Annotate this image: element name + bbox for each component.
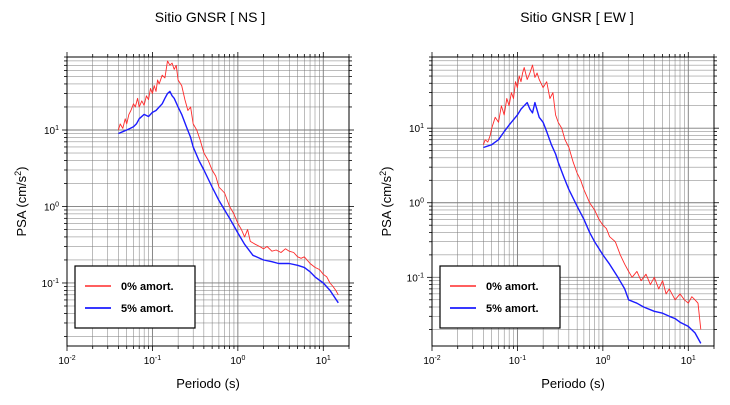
tick-exponent: -1: [53, 278, 59, 285]
tick-exponent: 0: [420, 198, 424, 205]
legend-label-0pct: 0% amort.: [121, 281, 174, 293]
legend: 0% amort. 5% amort.: [74, 265, 196, 329]
tick-base: 10: [595, 356, 607, 367]
chart-title: Sitio GNSR [ EW ]: [520, 9, 634, 25]
tick-exponent: 0: [241, 355, 245, 362]
x-tick-label: 10-2: [58, 355, 75, 367]
tick-base: 10: [44, 126, 56, 137]
tick-base: 10: [409, 124, 421, 135]
y-tick-label: 100: [409, 198, 424, 210]
legend-box: [74, 265, 196, 329]
x-tick-label: 100: [230, 355, 245, 367]
x-axis-label: Periodo (s): [541, 376, 605, 391]
y-tick-label: 100: [44, 201, 59, 213]
tick-exponent: 1: [327, 355, 331, 362]
legend-box: [439, 265, 561, 329]
y-tick-label: 101: [409, 123, 424, 135]
tick-exponent: 1: [692, 355, 696, 362]
x-tick-label: 100: [595, 355, 610, 367]
y-axis-label: PSA (cm/s2): [378, 166, 394, 236]
tick-exponent: -1: [155, 355, 161, 362]
tick-base: 10: [58, 356, 70, 367]
tick-base: 10: [509, 356, 521, 367]
x-tick-label: 101: [316, 355, 331, 367]
tick-base: 10: [681, 356, 693, 367]
tick-exponent: 1: [55, 125, 59, 132]
ylabel-base: PSA (cm/s: [379, 175, 394, 236]
tick-base: 10: [42, 279, 54, 290]
tick-exponent: -1: [418, 272, 424, 279]
x-tick-label: 10-1: [509, 355, 526, 367]
legend-label-5pct: 5% amort.: [121, 303, 174, 315]
x-tick-label: 10-2: [423, 355, 440, 367]
tick-base: 10: [230, 356, 242, 367]
ylabel-close: ): [379, 166, 394, 170]
series-line-0pct: [117, 60, 339, 296]
ylabel-superscript: 2: [378, 171, 388, 176]
plot-frame: [431, 56, 715, 347]
tick-exponent: -2: [434, 355, 440, 362]
x-tick-label: 101: [681, 355, 696, 367]
tick-exponent: 1: [420, 123, 424, 130]
ylabel-base: PSA (cm/s: [14, 175, 29, 236]
tick-base: 10: [407, 273, 419, 284]
tick-base: 10: [44, 202, 56, 213]
ylabel-superscript: 2: [13, 171, 23, 176]
tick-exponent: -2: [69, 355, 75, 362]
y-tick-label: 10-1: [407, 272, 424, 284]
tick-exponent: -1: [520, 355, 526, 362]
series-line-0pct: [482, 64, 702, 330]
tick-base: 10: [423, 356, 435, 367]
legend-label-5pct: 5% amort.: [486, 303, 539, 315]
tick-base: 10: [316, 356, 328, 367]
legend-label-0pct: 0% amort.: [486, 281, 539, 293]
tick-exponent: 0: [606, 355, 610, 362]
tick-base: 10: [409, 199, 421, 210]
grid-lines: [66, 56, 350, 346]
plot-frame: [66, 56, 350, 347]
ylabel-close: ): [14, 166, 29, 170]
y-tick-label: 10-1: [42, 278, 59, 290]
chart-panel-ns: Sitio GNSR [ NS ]10-2 10-1 100 10110-110010…: [13, 9, 354, 391]
x-axis-label: Periodo (s): [176, 376, 240, 391]
chart-title: Sitio GNSR [ NS ]: [155, 9, 265, 25]
grid-lines: [431, 56, 715, 346]
legend: 0% amort. 5% amort.: [439, 265, 561, 329]
series-line-5pct: [118, 90, 339, 304]
tick-base: 10: [144, 356, 156, 367]
series-line-5pct: [483, 101, 702, 344]
y-tick-label: 101: [44, 125, 59, 137]
y-axis-label: PSA (cm/s2): [13, 166, 29, 236]
x-tick-label: 10-1: [144, 355, 161, 367]
chart-panel-ew: Sitio GNSR [ EW ]10-2 10-1 100 10110-110010…: [378, 9, 719, 391]
tick-exponent: 0: [55, 201, 59, 208]
